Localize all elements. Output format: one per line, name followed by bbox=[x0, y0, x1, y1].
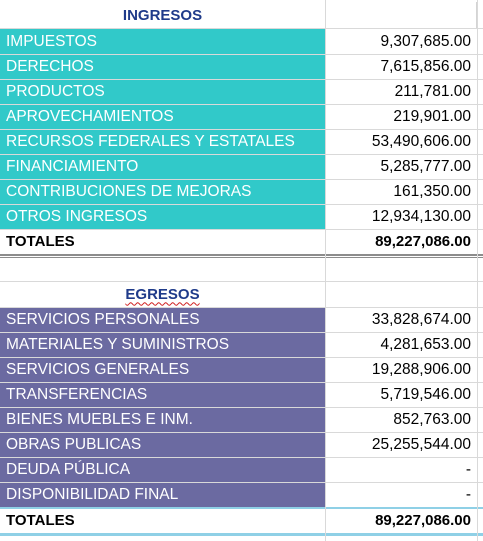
grid-line bbox=[0, 179, 483, 180]
ingresos-label: DERECHOS bbox=[0, 54, 325, 79]
egresos-row[interactable]: DISPONIBILIDAD FINAL - bbox=[0, 482, 483, 507]
column-divider bbox=[477, 0, 478, 541]
grid-line bbox=[0, 204, 483, 205]
ingresos-label: IMPUESTOS bbox=[0, 29, 325, 54]
egresos-value: 4,281,653.00 bbox=[380, 335, 471, 353]
ingresos-value: 9,307,685.00 bbox=[380, 32, 471, 50]
egresos-row[interactable]: SERVICIOS PERSONALES 33,828,674.00 bbox=[0, 307, 483, 332]
egresos-row[interactable]: OBRAS PUBLICAS 25,255,544.00 bbox=[0, 432, 483, 457]
ingresos-row[interactable]: RECURSOS FEDERALES Y ESTATALES 53,490,60… bbox=[0, 129, 483, 154]
total-border bbox=[0, 257, 483, 258]
egresos-label: SERVICIOS GENERALES bbox=[0, 357, 325, 382]
total-border bbox=[0, 507, 483, 509]
ingresos-row[interactable]: APROVECHAMIENTOS 219,901.00 bbox=[0, 104, 483, 129]
egresos-value: 5,719,546.00 bbox=[380, 385, 471, 403]
empty-cell bbox=[325, 282, 477, 306]
ingresos-row[interactable]: IMPUESTOS 9,307,685.00 bbox=[0, 29, 483, 54]
ingresos-header-row: INGRESOS bbox=[0, 2, 483, 28]
grid-line bbox=[0, 407, 483, 408]
egresos-total-label: TOTALES bbox=[6, 512, 75, 529]
grid-line bbox=[0, 432, 483, 433]
ingresos-total-label: TOTALES bbox=[6, 233, 75, 250]
ingresos-total-value: 89,227,086.00 bbox=[375, 233, 471, 250]
ingresos-value: 219,901.00 bbox=[393, 107, 471, 125]
egresos-label: MATERIALES Y SUMINISTROS bbox=[0, 332, 325, 357]
total-border bbox=[0, 254, 483, 256]
grid-line bbox=[0, 307, 483, 308]
egresos-value: 19,288,906.00 bbox=[371, 360, 471, 378]
grid-line bbox=[0, 457, 483, 458]
ingresos-label: APROVECHAMIENTOS bbox=[0, 104, 325, 129]
grid-line bbox=[0, 54, 483, 55]
grid-line bbox=[0, 382, 483, 383]
ingresos-label: CONTRIBUCIONES DE MEJORAS bbox=[0, 179, 325, 204]
ingresos-row[interactable]: FINANCIAMIENTO 5,285,777.00 bbox=[0, 154, 483, 179]
ingresos-label: RECURSOS FEDERALES Y ESTATALES bbox=[0, 129, 325, 154]
grid-line bbox=[0, 104, 483, 105]
egresos-row[interactable]: SERVICIOS GENERALES 19,288,906.00 bbox=[0, 357, 483, 382]
egresos-total-row[interactable]: TOTALES 89,227,086.00 bbox=[0, 508, 483, 533]
total-border bbox=[0, 533, 483, 536]
egresos-label: DISPONIBILIDAD FINAL bbox=[0, 482, 325, 507]
egresos-label: BIENES MUEBLES E INM. bbox=[0, 407, 325, 432]
egresos-row[interactable]: TRANSFERENCIAS 5,719,546.00 bbox=[0, 382, 483, 407]
ingresos-row[interactable]: OTROS INGRESOS 12,934,130.00 bbox=[0, 204, 483, 229]
egresos-label: SERVICIOS PERSONALES bbox=[0, 307, 325, 332]
egresos-label: TRANSFERENCIAS bbox=[0, 382, 325, 407]
egresos-value: 25,255,544.00 bbox=[371, 435, 471, 453]
egresos-row[interactable]: BIENES MUEBLES E INM. 852,763.00 bbox=[0, 407, 483, 432]
grid-line bbox=[0, 332, 483, 333]
egresos-header-text: EGRESOS bbox=[125, 285, 200, 303]
ingresos-header: INGRESOS bbox=[122, 6, 203, 24]
grid-line bbox=[0, 129, 483, 130]
ingresos-total-row[interactable]: TOTALES 89,227,086.00 bbox=[0, 229, 483, 254]
ingresos-row[interactable]: CONTRIBUCIONES DE MEJORAS 161,350.00 bbox=[0, 179, 483, 204]
egresos-header: EGRESOS bbox=[0, 282, 325, 306]
egresos-label-text: BIENES MUEBLES E INM. bbox=[6, 410, 193, 428]
ingresos-value: 211,781.00 bbox=[394, 82, 471, 100]
ingresos-row[interactable]: DERECHOS 7,615,856.00 bbox=[0, 54, 483, 79]
egresos-value: - bbox=[465, 485, 471, 503]
ingresos-row[interactable]: PRODUCTOS 211,781.00 bbox=[0, 79, 483, 104]
ingresos-value: 5,285,777.00 bbox=[380, 157, 471, 175]
ingresos-value: 7,615,856.00 bbox=[380, 57, 471, 75]
column-divider bbox=[325, 0, 326, 541]
grid-line bbox=[0, 482, 483, 483]
egresos-label: OBRAS PUBLICAS bbox=[0, 432, 325, 457]
egresos-row[interactable]: MATERIALES Y SUMINISTROS 4,281,653.00 bbox=[0, 332, 483, 357]
ingresos-value: 53,490,606.00 bbox=[371, 132, 471, 150]
egresos-total-value: 89,227,086.00 bbox=[375, 512, 471, 529]
ingresos-label: OTROS INGRESOS bbox=[0, 204, 325, 229]
ingresos-value: 161,350.00 bbox=[393, 182, 471, 200]
grid-line bbox=[0, 357, 483, 358]
ingresos-value: 12,934,130.00 bbox=[371, 207, 471, 225]
egresos-value: - bbox=[465, 460, 471, 478]
egresos-row[interactable]: DEUDA PÚBLICA - bbox=[0, 457, 483, 482]
empty-cell bbox=[325, 2, 477, 28]
grid-line bbox=[0, 229, 483, 230]
ingresos-label: PRODUCTOS bbox=[0, 79, 325, 104]
grid-line bbox=[0, 154, 483, 155]
egresos-value: 852,763.00 bbox=[393, 410, 471, 428]
ingresos-label: FINANCIAMIENTO bbox=[0, 154, 325, 179]
grid-line bbox=[0, 79, 483, 80]
grid-line bbox=[0, 28, 483, 29]
egresos-label: DEUDA PÚBLICA bbox=[0, 457, 325, 482]
egresos-header-row: EGRESOS bbox=[0, 282, 483, 306]
grid-line bbox=[0, 281, 483, 282]
egresos-value: 33,828,674.00 bbox=[371, 310, 471, 328]
